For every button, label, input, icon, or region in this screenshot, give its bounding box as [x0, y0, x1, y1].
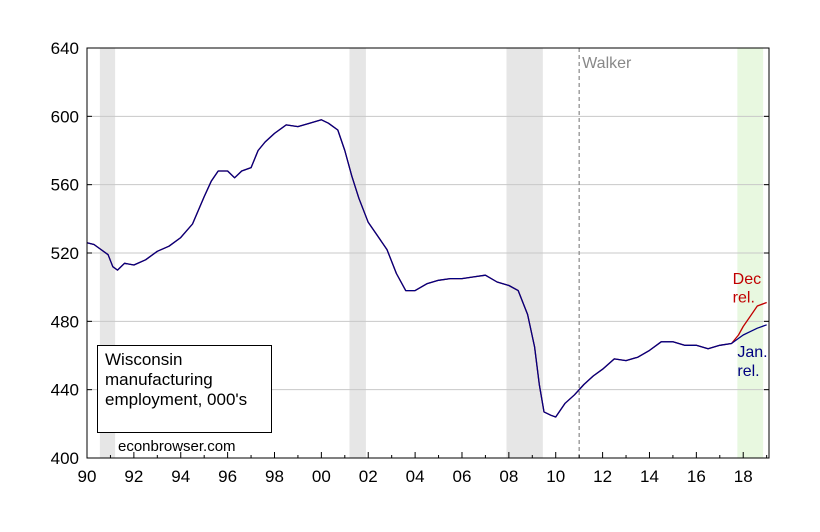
- x-tick-label-12: 12: [593, 467, 612, 486]
- y-axis: 400 440 480 520 560 600 640: [51, 39, 769, 468]
- label-line-1: Wisconsin: [105, 350, 183, 369]
- y-tick-label-440: 440: [51, 381, 79, 400]
- x-tick-label-14: 14: [640, 467, 659, 486]
- annotations: Dec rel. Jan. rel.: [733, 271, 768, 380]
- x-tick-label-08: 08: [499, 467, 518, 486]
- annotation-0: Dec: [733, 271, 761, 288]
- walker-line: Walker: [578, 48, 632, 458]
- x-tick-label-02: 02: [359, 467, 378, 486]
- x-tick-label-98: 98: [265, 467, 284, 486]
- x-tick-label-06: 06: [453, 467, 472, 486]
- annotation-3: rel.: [737, 363, 759, 380]
- y-tick-label-400: 400: [51, 449, 79, 468]
- label-line-2: manufacturing: [105, 370, 213, 389]
- x-tick-label-18: 18: [734, 467, 753, 486]
- annotation-1: rel.: [733, 290, 755, 307]
- series-lines: [86, 119, 767, 418]
- walker-label: Walker: [582, 55, 632, 72]
- x-tick-label-00: 00: [312, 467, 331, 486]
- gridlines: [87, 115, 769, 391]
- x-tick-label-92: 92: [124, 467, 143, 486]
- x-tick-label-04: 04: [406, 467, 425, 486]
- y-tick-label-640: 640: [51, 39, 79, 58]
- y-tick-label-560: 560: [51, 176, 79, 195]
- y-tick-label-600: 600: [51, 107, 79, 126]
- series-line-0: [86, 119, 767, 418]
- annotation-2: Jan.: [737, 344, 767, 361]
- x-axis: 90 92 94 96 98 00 02 04 06 08 10 12 14 16 18: [78, 452, 768, 486]
- y-tick-label-520: 520: [51, 244, 79, 263]
- x-tick-label-90: 90: [78, 467, 97, 486]
- chart-label-box: Wisconsin manufacturing employment, 000'…: [97, 345, 272, 433]
- label-line-3: employment, 000's: [105, 390, 248, 409]
- x-tick-label-94: 94: [171, 467, 190, 486]
- x-tick-label-96: 96: [218, 467, 237, 486]
- x-tick-label-10: 10: [546, 467, 565, 486]
- credit-text: econbrowser.com: [118, 438, 236, 455]
- x-tick-label-16: 16: [687, 467, 706, 486]
- y-tick-label-480: 480: [51, 312, 79, 331]
